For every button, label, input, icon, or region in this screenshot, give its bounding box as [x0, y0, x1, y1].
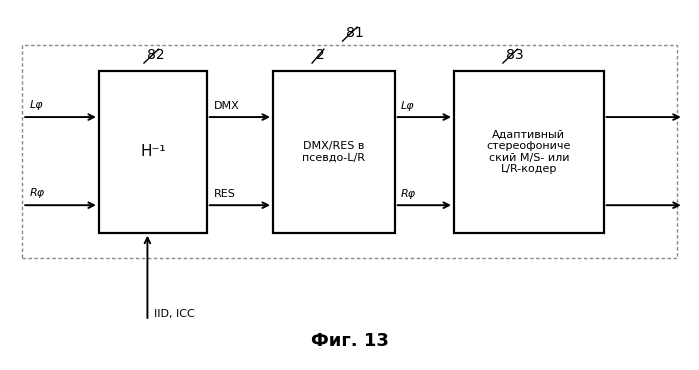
Text: IID, ICC: IID, ICC — [154, 309, 195, 319]
Text: 81: 81 — [346, 26, 363, 40]
Text: Адаптивный
стереофониче
ский M/S- или
L/R-кодер: Адаптивный стереофониче ский M/S- или L/… — [487, 130, 571, 174]
Text: 83: 83 — [506, 48, 524, 62]
Text: 82: 82 — [147, 48, 165, 62]
Text: Lφ: Lφ — [29, 100, 43, 110]
Text: Rφ: Rφ — [401, 189, 415, 199]
Bar — [454, 71, 604, 233]
Bar — [99, 71, 207, 233]
Text: Фиг. 13: Фиг. 13 — [310, 332, 389, 350]
Text: DMX/RES в
псевдо-L/R: DMX/RES в псевдо-L/R — [303, 141, 366, 163]
Text: H⁻¹: H⁻¹ — [140, 144, 166, 159]
Text: Rφ: Rφ — [29, 188, 44, 198]
Bar — [273, 71, 395, 233]
Text: RES: RES — [214, 189, 236, 199]
Text: Lφ: Lφ — [401, 101, 414, 111]
Text: 2: 2 — [315, 48, 324, 62]
Text: DMX: DMX — [214, 101, 240, 111]
Bar — [22, 46, 677, 258]
